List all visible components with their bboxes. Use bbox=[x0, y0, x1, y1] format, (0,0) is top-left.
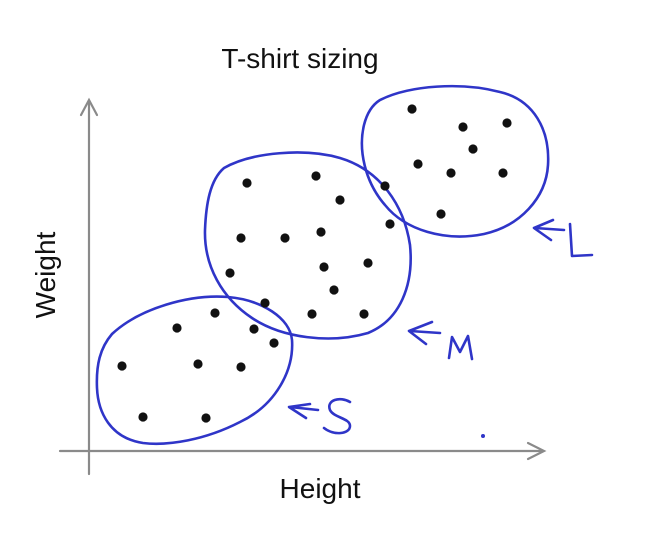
annotation-large-arrow bbox=[532, 218, 566, 242]
data-point-medium bbox=[363, 258, 373, 268]
x-axis-label: Height bbox=[280, 473, 361, 504]
data-point-large bbox=[436, 209, 446, 219]
x-axis-arrowhead bbox=[526, 441, 547, 461]
data-point-large bbox=[380, 181, 390, 191]
annotation-small-arrow bbox=[287, 402, 320, 420]
data-point-large bbox=[446, 168, 456, 178]
y-axis-label: Weight bbox=[30, 231, 61, 318]
data-point-large bbox=[413, 159, 423, 169]
cluster-outlines bbox=[95, 84, 550, 446]
data-point-small bbox=[210, 308, 220, 318]
annotation-medium bbox=[407, 320, 474, 361]
data-point-medium bbox=[236, 233, 246, 243]
data-point-medium bbox=[316, 227, 326, 237]
annotation-medium-arrow bbox=[407, 320, 442, 346]
y-axis-arrowhead bbox=[79, 97, 99, 117]
annotation-small bbox=[287, 397, 352, 435]
data-point-small bbox=[249, 324, 259, 334]
cluster-outline-small bbox=[95, 295, 294, 446]
data-point-medium bbox=[242, 178, 252, 188]
data-points bbox=[117, 104, 512, 423]
data-point-small bbox=[138, 412, 148, 422]
data-point-small bbox=[193, 359, 203, 369]
data-point-small bbox=[269, 338, 279, 348]
annotation-medium-letter bbox=[447, 334, 474, 361]
data-point-medium bbox=[280, 233, 290, 243]
data-point-large bbox=[407, 104, 417, 114]
data-point-medium bbox=[319, 262, 329, 272]
data-point-medium bbox=[335, 195, 345, 205]
data-point-small bbox=[201, 413, 211, 423]
diagram-title: T-shirt sizing bbox=[221, 43, 378, 74]
cluster-outline-medium bbox=[203, 151, 412, 340]
data-point-small bbox=[117, 361, 127, 371]
data-point-medium bbox=[307, 309, 317, 319]
data-point-small bbox=[172, 323, 182, 333]
data-point-large bbox=[458, 122, 468, 132]
axes bbox=[58, 97, 547, 476]
data-point-medium bbox=[311, 171, 321, 181]
data-point-medium bbox=[225, 268, 235, 278]
data-point-large bbox=[502, 118, 512, 128]
cluster-outline-large bbox=[360, 84, 550, 238]
annotation-large-letter bbox=[568, 222, 594, 258]
annotation-small-letter bbox=[322, 397, 352, 435]
data-point-medium bbox=[329, 285, 339, 295]
data-point-small bbox=[236, 362, 246, 372]
data-point-large bbox=[468, 144, 478, 154]
data-point-medium bbox=[385, 219, 395, 229]
data-point-large bbox=[498, 168, 508, 178]
cluster-annotations bbox=[287, 218, 594, 435]
stray-mark bbox=[481, 434, 485, 438]
data-point-medium bbox=[260, 298, 270, 308]
data-point-medium bbox=[359, 309, 369, 319]
annotation-large bbox=[532, 218, 594, 258]
